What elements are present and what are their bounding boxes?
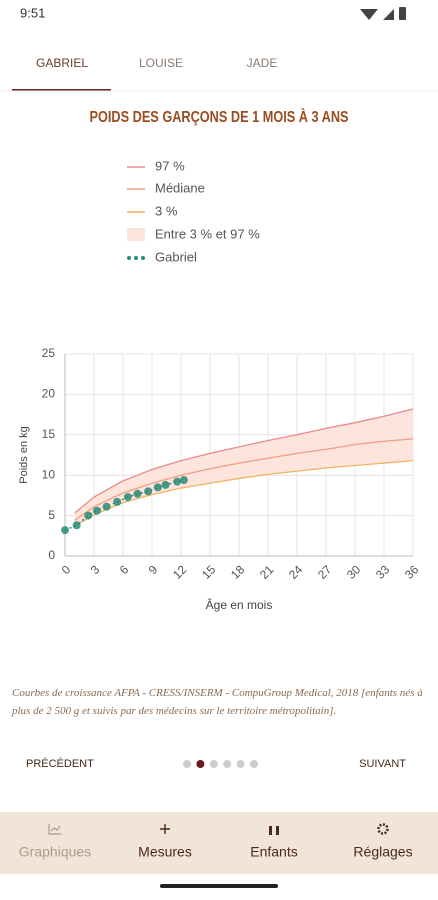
child-point bbox=[179, 476, 188, 485]
y-tick-label: 25 bbox=[42, 346, 56, 360]
battery-icon bbox=[399, 7, 406, 20]
legend-swatch bbox=[141, 256, 145, 260]
curve bbox=[74, 408, 414, 514]
y-axis-label: Poids en kg bbox=[18, 426, 30, 483]
footnote: Courbes de croissance AFPA - CRESS/INSER… bbox=[12, 687, 423, 717]
chart-title: POIDS DES GARÇONS DE 1 MOIS À 3 ANS bbox=[90, 107, 349, 126]
child-point bbox=[113, 497, 122, 506]
x-tick-label: 9 bbox=[146, 562, 161, 577]
tab[interactable]: GABRIEL bbox=[36, 56, 88, 70]
legend-swatch bbox=[127, 228, 145, 241]
child-point bbox=[61, 526, 69, 535]
nav-icon bbox=[269, 826, 279, 835]
y-tick-label: 15 bbox=[42, 427, 56, 441]
nav-label[interactable]: Graphiques bbox=[19, 844, 91, 860]
x-tick-label: 33 bbox=[373, 562, 393, 582]
child-point bbox=[92, 506, 101, 515]
home-indicator bbox=[160, 884, 278, 888]
x-tick-label: 30 bbox=[344, 562, 364, 582]
page-dot bbox=[209, 760, 218, 768]
x-tick-label: 36 bbox=[402, 562, 422, 582]
legend-swatch bbox=[127, 256, 131, 260]
child-point bbox=[161, 480, 170, 489]
y-tick-label: 0 bbox=[48, 548, 55, 562]
x-tick-label: 15 bbox=[199, 562, 219, 582]
page-dot bbox=[183, 760, 191, 768]
tab-indicator bbox=[12, 89, 111, 91]
x-tick-label: 27 bbox=[315, 562, 335, 582]
bottom-nav bbox=[0, 812, 438, 874]
x-tick-label: 24 bbox=[286, 562, 306, 582]
child-point bbox=[144, 487, 153, 496]
curve bbox=[74, 460, 414, 527]
band-area bbox=[74, 408, 414, 527]
child-point bbox=[84, 511, 93, 520]
page-dot bbox=[223, 760, 232, 768]
legend-swatch bbox=[134, 256, 138, 260]
curve bbox=[74, 438, 414, 521]
page-dot bbox=[250, 760, 258, 768]
tab[interactable]: JADE bbox=[247, 56, 278, 70]
signal-icon bbox=[383, 9, 394, 20]
status-time: 9:51 bbox=[20, 5, 45, 20]
legend-label: 3 % bbox=[155, 203, 178, 218]
page-dot bbox=[196, 760, 205, 768]
legend-label: Gabriel bbox=[155, 249, 197, 264]
y-tick-label: 5 bbox=[48, 508, 55, 522]
child-point bbox=[72, 521, 81, 530]
legend-label: Médiane bbox=[155, 180, 205, 195]
nav-label[interactable]: Réglages bbox=[353, 844, 412, 860]
x-tick-label: 21 bbox=[257, 562, 277, 582]
nav-icon bbox=[48, 824, 61, 835]
child-point bbox=[173, 477, 182, 486]
legend-label: Entre 3 % et 97 % bbox=[155, 226, 260, 241]
x-tick-label: 3 bbox=[88, 562, 103, 577]
tab[interactable]: LOUISE bbox=[139, 56, 183, 70]
x-tick-label: 12 bbox=[170, 562, 190, 582]
child-point bbox=[102, 502, 111, 511]
previous-button[interactable]: PRÉCÉDENT bbox=[26, 757, 94, 770]
nav-label[interactable]: Enfants bbox=[250, 844, 297, 860]
child-point bbox=[153, 483, 162, 492]
child-point bbox=[133, 489, 142, 498]
y-tick-label: 10 bbox=[42, 467, 56, 481]
next-button[interactable]: SUIVANT bbox=[359, 758, 406, 770]
page-dot bbox=[236, 760, 245, 768]
wifi-icon bbox=[360, 9, 378, 20]
child-point bbox=[123, 493, 132, 502]
nav-label[interactable]: Mesures bbox=[138, 844, 192, 860]
x-axis-label: Âge en mois bbox=[206, 597, 273, 612]
nav-icon bbox=[160, 824, 170, 834]
x-tick-label: 0 bbox=[59, 562, 74, 577]
nav-icon bbox=[377, 823, 389, 835]
x-tick-label: 18 bbox=[228, 562, 248, 582]
y-tick-label: 20 bbox=[42, 387, 56, 401]
x-tick-label: 6 bbox=[117, 562, 132, 577]
legend-label: 97 % bbox=[155, 158, 185, 173]
